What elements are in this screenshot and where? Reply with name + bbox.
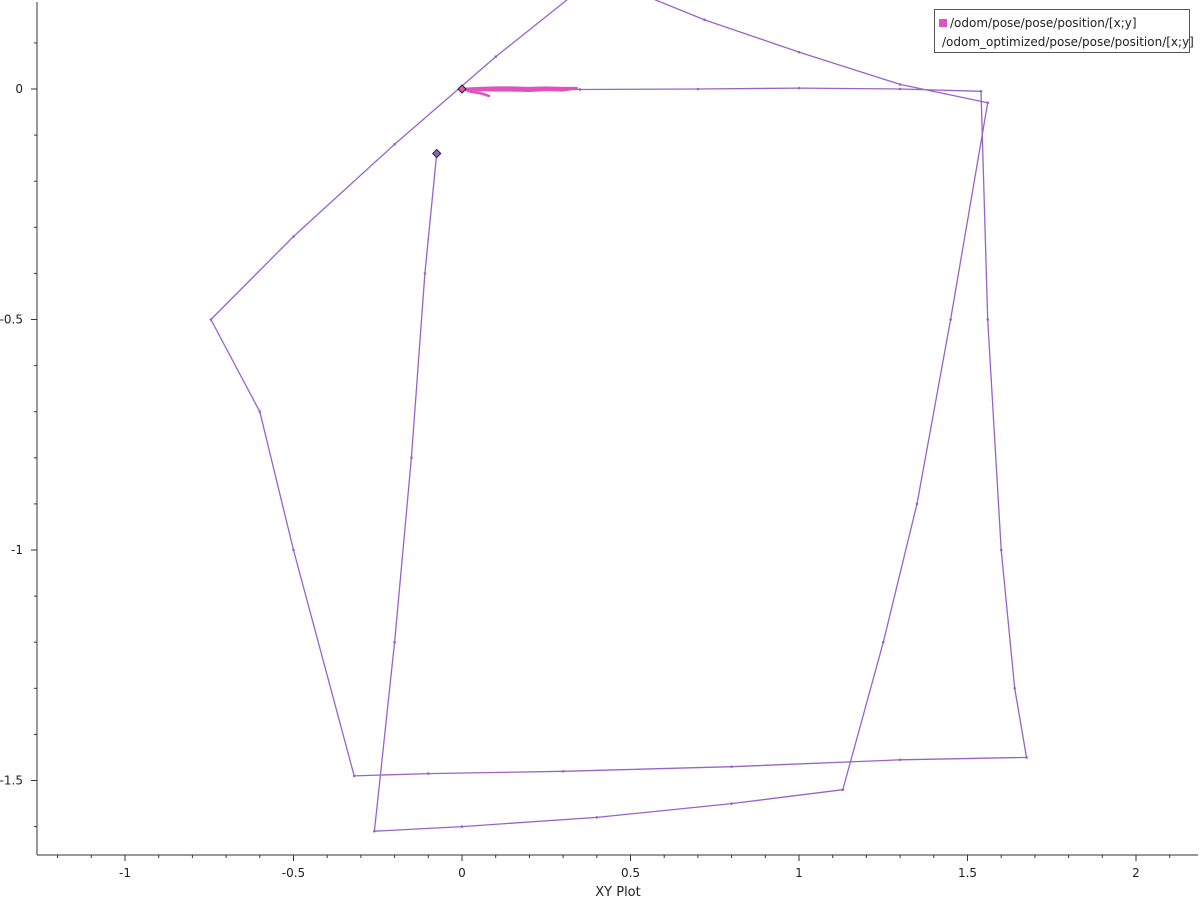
y-tick-label: -1.5 — [0, 774, 23, 788]
end-marker-odom — [457, 84, 467, 94]
series-layer — [209, 0, 1028, 833]
data-point — [595, 816, 599, 819]
data-point — [258, 410, 262, 414]
data-point — [841, 788, 845, 792]
x-tick-label: -1 — [119, 866, 131, 880]
data-point — [460, 825, 464, 828]
data-point — [410, 456, 413, 460]
data-point — [373, 829, 376, 833]
y-tick-label: -0.5 — [0, 313, 23, 327]
x-tick-label: 2 — [1132, 866, 1140, 880]
data-point — [292, 548, 295, 552]
legend-item-odom-optimized[interactable]: /odom_optimized/pose/pose/position/[x;y] — [939, 32, 1194, 51]
x-tick-label: 1.5 — [958, 866, 977, 880]
end-marker-odom-optimized — [432, 148, 442, 159]
data-point — [898, 87, 902, 91]
data-point — [949, 318, 952, 321]
x-tick-label: 1 — [795, 866, 803, 880]
data-point — [292, 235, 295, 238]
end-markers — [432, 84, 467, 159]
data-point — [915, 502, 919, 506]
data-point — [797, 50, 801, 54]
data-point — [393, 640, 396, 644]
data-point — [999, 548, 1003, 552]
data-point — [352, 774, 356, 778]
data-point — [393, 143, 396, 146]
legend: /odom/pose/pose/position/[x;y] /odom_opt… — [934, 9, 1194, 53]
x-tick-label: -0.5 — [282, 866, 305, 880]
y-tick-label: -1 — [11, 543, 23, 557]
axes: -1 -0.5 0 0.5 1 1.5 2 0 -0.5 -1 -1.5 — [0, 2, 1198, 880]
data-point — [494, 55, 498, 59]
series-line-odom — [461, 86, 578, 98]
data-point — [1025, 756, 1028, 759]
x-tick-label: 0.5 — [621, 866, 640, 880]
data-point — [730, 765, 733, 768]
x-tick-label: 0 — [458, 866, 466, 880]
data-point — [986, 101, 990, 105]
data-point — [979, 90, 983, 93]
data-point — [881, 640, 885, 644]
series-line-odom-optimized — [210, 0, 1028, 832]
data-point — [797, 86, 801, 90]
data-point — [703, 18, 706, 22]
data-point — [898, 83, 902, 86]
data-point — [209, 318, 213, 321]
data-point — [427, 772, 430, 775]
legend-swatch-odom — [939, 18, 947, 27]
y-tick-label: 0 — [15, 82, 23, 96]
x-axis-title: XY Plot — [595, 885, 640, 900]
data-point — [696, 87, 700, 91]
legend-item-odom[interactable]: /odom/pose/pose/position/[x;y] — [939, 13, 1185, 32]
data-point — [898, 758, 902, 762]
data-point — [423, 272, 427, 275]
legend-label-odom: /odom/pose/pose/position/[x;y] — [950, 15, 1137, 30]
data-point — [1013, 687, 1016, 690]
data-point — [730, 802, 733, 805]
data-point — [986, 318, 990, 321]
data-point — [578, 88, 582, 91]
legend-label-odom-optimized: /odom_optimized/pose/pose/position/[x;y] — [942, 34, 1194, 49]
data-point — [561, 769, 565, 773]
